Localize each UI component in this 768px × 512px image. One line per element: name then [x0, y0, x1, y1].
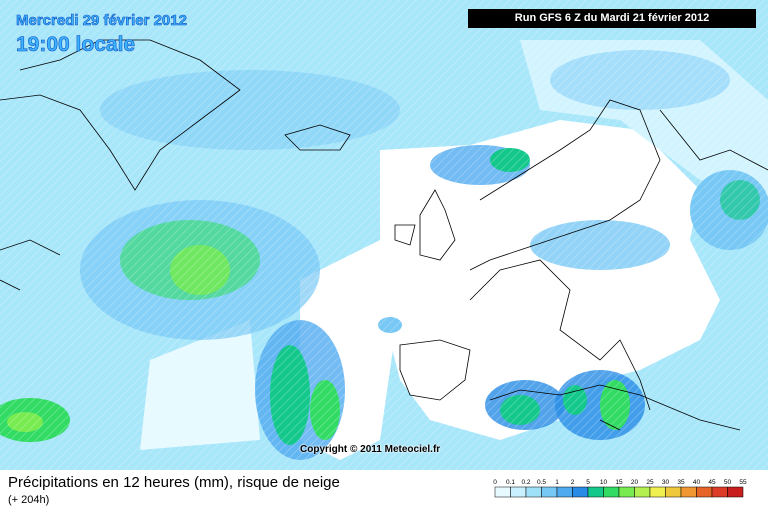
legend-label: 1 — [555, 479, 559, 486]
legend-label: 45 — [708, 479, 716, 486]
legend-label: 15 — [615, 479, 623, 486]
legend-swatch — [618, 486, 635, 498]
legend-swatch — [541, 486, 558, 498]
legend: 0 0.1 0.2 0.5 1 2 5 10 15 20 25 30 35 40 45 50 55 — [493, 479, 747, 498]
legend-swatch — [510, 486, 527, 498]
legend-label: 40 — [693, 479, 701, 486]
forecast-time: 19:00 locale — [16, 33, 136, 57]
legend-label: 2 — [571, 479, 575, 486]
legend-label: 5 — [586, 479, 590, 486]
legend-label: 50 — [724, 479, 732, 486]
legend-swatch — [572, 486, 589, 498]
legend-swatch — [556, 486, 573, 498]
legend-label: 10 — [600, 479, 608, 486]
legend-label: 0.2 — [521, 479, 530, 486]
legend-label: 55 — [739, 479, 747, 486]
legend-label: 35 — [677, 479, 685, 486]
legend-label: 0.5 — [537, 479, 546, 486]
legend-label: 0.1 — [506, 479, 515, 486]
model-run: Run GFS 6 Z du Mardi 21 février 2012 — [468, 9, 756, 28]
legend-label: 0 — [493, 479, 497, 486]
copyright: Copyright © 2011 Meteociel.fr — [300, 444, 441, 455]
legend-swatch — [494, 486, 511, 498]
legend-label: 30 — [662, 479, 670, 486]
legend-swatch — [587, 486, 604, 498]
legend-swatch — [603, 486, 620, 498]
forecast-date: Mercredi 29 février 2012 — [16, 12, 188, 30]
legend-swatch — [525, 486, 542, 498]
legend-swatch — [649, 486, 666, 498]
legend-swatch — [696, 486, 713, 498]
legend-swatch — [680, 486, 697, 498]
legend-label: 20 — [631, 479, 639, 486]
legend-swatch — [711, 486, 728, 498]
map-title: Précipitations en 12 heures (mm), risque… — [8, 474, 340, 491]
precipitation-map — [0, 0, 768, 470]
legend-swatch — [634, 486, 651, 498]
legend-swatch — [727, 486, 744, 498]
lead-time: (+ 204h) — [8, 494, 50, 506]
legend-label: 25 — [646, 479, 654, 486]
legend-swatch — [665, 486, 682, 498]
